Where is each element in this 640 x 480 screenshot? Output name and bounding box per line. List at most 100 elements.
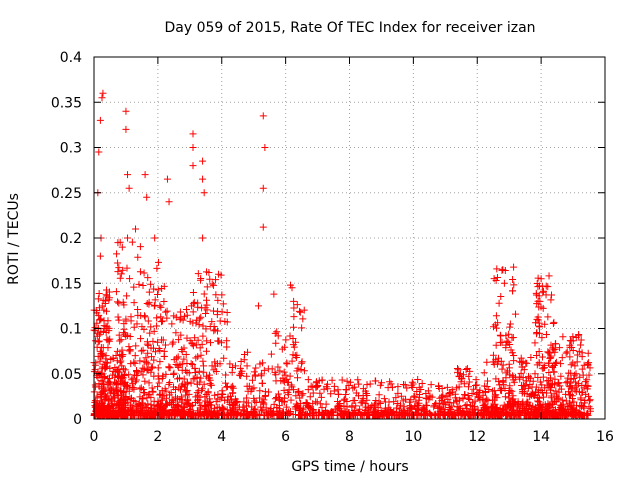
data-point bbox=[240, 398, 248, 406]
data-point bbox=[292, 392, 300, 400]
data-point bbox=[183, 368, 191, 376]
data-point bbox=[304, 401, 312, 409]
data-point bbox=[318, 404, 326, 412]
y-tick-label: 0.4 bbox=[60, 50, 82, 66]
data-point bbox=[570, 374, 578, 382]
data-point bbox=[217, 339, 225, 347]
data-point bbox=[273, 328, 281, 336]
data-point bbox=[205, 269, 213, 277]
data-point bbox=[99, 89, 107, 97]
data-point bbox=[275, 402, 283, 410]
data-point bbox=[206, 275, 214, 283]
data-point bbox=[354, 376, 362, 384]
data-point bbox=[276, 367, 284, 375]
data-point bbox=[177, 393, 185, 401]
data-point bbox=[144, 366, 152, 374]
data-point bbox=[533, 300, 541, 308]
data-point bbox=[199, 332, 207, 340]
data-point bbox=[479, 409, 487, 417]
data-point bbox=[509, 287, 517, 295]
data-point bbox=[439, 400, 447, 408]
data-point bbox=[510, 281, 518, 289]
data-point bbox=[135, 280, 143, 288]
data-point bbox=[397, 392, 405, 400]
data-point bbox=[484, 397, 492, 405]
data-point bbox=[576, 411, 584, 419]
data-point bbox=[178, 382, 186, 390]
data-point bbox=[115, 366, 123, 374]
data-point bbox=[144, 341, 152, 349]
data-point bbox=[141, 389, 149, 397]
data-point bbox=[125, 371, 133, 379]
data-point bbox=[197, 313, 205, 321]
data-point bbox=[567, 337, 575, 345]
data-point bbox=[459, 394, 467, 402]
data-point bbox=[290, 297, 298, 305]
data-point bbox=[533, 291, 541, 299]
data-point bbox=[495, 299, 503, 307]
data-point bbox=[137, 347, 145, 355]
data-point bbox=[536, 378, 544, 386]
data-point bbox=[509, 334, 517, 342]
data-point bbox=[572, 407, 580, 415]
data-point bbox=[95, 148, 103, 156]
data-point bbox=[156, 390, 164, 398]
data-point bbox=[523, 390, 531, 398]
data-point bbox=[117, 357, 125, 365]
data-point bbox=[571, 384, 579, 392]
data-point bbox=[539, 288, 547, 296]
data-point bbox=[363, 396, 371, 404]
data-point bbox=[148, 363, 156, 371]
data-point bbox=[537, 275, 545, 283]
data-point bbox=[95, 290, 103, 298]
data-point bbox=[178, 396, 186, 404]
data-point bbox=[143, 403, 151, 411]
data-point bbox=[140, 269, 148, 277]
data-point bbox=[372, 396, 380, 404]
data-point bbox=[250, 368, 258, 376]
data-point bbox=[342, 386, 350, 394]
data-point bbox=[148, 384, 156, 392]
data-point bbox=[192, 354, 200, 362]
data-point bbox=[471, 381, 479, 389]
data-point bbox=[216, 395, 224, 403]
data-point bbox=[507, 346, 515, 354]
data-point bbox=[573, 351, 581, 359]
data-point bbox=[490, 396, 498, 404]
x-tick-label: 0 bbox=[90, 429, 99, 445]
data-point bbox=[231, 362, 239, 370]
data-point bbox=[569, 359, 577, 367]
data-point bbox=[115, 316, 123, 324]
data-point bbox=[430, 403, 438, 411]
data-point bbox=[120, 325, 128, 333]
data-point bbox=[431, 401, 439, 409]
y-tick-label: 0.35 bbox=[51, 95, 82, 111]
data-point bbox=[483, 358, 491, 366]
data-point bbox=[212, 368, 220, 376]
data-point bbox=[110, 394, 118, 402]
data-point bbox=[547, 296, 555, 304]
data-point bbox=[531, 370, 539, 378]
data-point bbox=[312, 398, 320, 406]
data-point bbox=[343, 377, 351, 385]
data-point bbox=[366, 380, 374, 388]
data-point bbox=[474, 393, 482, 401]
data-point bbox=[517, 358, 525, 366]
data-point bbox=[401, 381, 409, 389]
data-point bbox=[144, 360, 152, 368]
data-point bbox=[559, 405, 567, 413]
data-point bbox=[128, 410, 136, 418]
data-point bbox=[575, 380, 583, 388]
data-point bbox=[534, 393, 542, 401]
data-point bbox=[183, 380, 191, 388]
data-point bbox=[186, 337, 194, 345]
data-point bbox=[138, 394, 146, 402]
data-point bbox=[566, 337, 574, 345]
data-point bbox=[158, 317, 166, 325]
data-point bbox=[296, 308, 304, 316]
y-tick-label: 0.05 bbox=[51, 367, 82, 383]
data-point bbox=[260, 396, 268, 404]
data-point bbox=[223, 308, 231, 316]
data-point bbox=[430, 411, 438, 419]
data-point bbox=[492, 324, 500, 332]
